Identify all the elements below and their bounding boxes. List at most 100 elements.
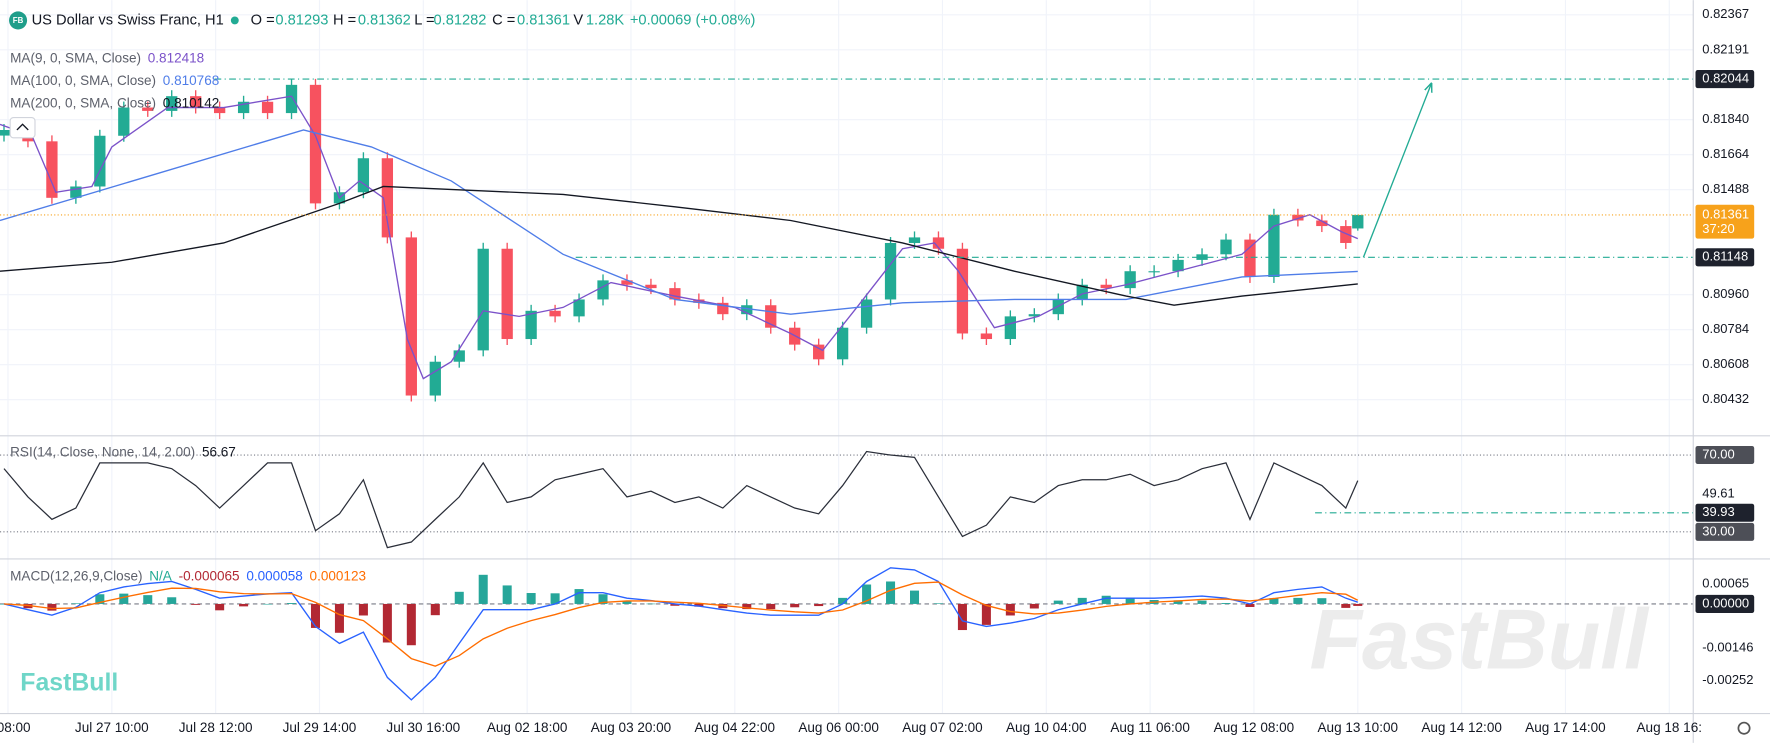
macd-histogram-bar: [622, 601, 632, 604]
rsi-line: [3, 450, 1359, 549]
macd-histogram-bar: [1077, 597, 1087, 604]
level-badge: 0.81148: [1702, 249, 1748, 264]
x-tick-label: Aug 06 00:00: [798, 720, 879, 735]
macd-histogram-bar: [239, 603, 249, 607]
volume-label: V: [573, 12, 583, 28]
macd-histogram-bar: [215, 603, 225, 611]
x-tick-label: Jul 29 14:00: [283, 720, 357, 735]
macd-histogram-bar: [119, 593, 129, 604]
candle-body: [621, 280, 633, 285]
macd-histogram-bar: [694, 603, 704, 607]
symbol-title: US Dollar vs Swiss Franc, H1: [32, 12, 224, 28]
macd-legend-status: N/A: [149, 569, 172, 584]
macd-histogram-bar: [47, 603, 57, 611]
collapse-button[interactable]: [9, 116, 36, 139]
symbol-icon-text: FB: [13, 16, 24, 25]
high-value: 0.81362: [358, 12, 411, 28]
change-value: +0.00069 (+0.08%): [630, 12, 756, 28]
candle-body: [645, 284, 657, 289]
macd-histogram-bar: [287, 603, 297, 604]
x-tick-label: Aug 14 12:00: [1421, 720, 1502, 735]
macd-histogram-bar: [1197, 600, 1207, 604]
macd-histogram-bar: [95, 594, 105, 604]
market-status-dot: [230, 16, 239, 25]
macd-histogram-bar: [334, 603, 344, 633]
level-badge-bg: [1695, 594, 1755, 613]
watermark: FastBull: [1310, 591, 1651, 687]
level-badge: 0.82044: [1702, 71, 1749, 86]
moving-average-line: [0, 185, 1358, 306]
low-value: 0.81282: [433, 12, 486, 28]
candle-body: [357, 158, 370, 193]
macd-histogram-bar: [1221, 603, 1231, 604]
candle-body: [0, 129, 10, 136]
macd-histogram-bar: [766, 603, 776, 610]
x-tick-label: 4 08:00: [0, 720, 31, 735]
y-tick-label: 0.00065: [1702, 576, 1749, 591]
candle-body: [1244, 239, 1256, 277]
candle-body: [932, 237, 945, 249]
level-badge: 39.93: [1702, 504, 1734, 519]
macd-histogram-bar: [1125, 598, 1135, 604]
macd-histogram-bar: [862, 584, 872, 604]
x-tick-label: Aug 02 18:00: [487, 720, 568, 735]
candle-body: [836, 327, 849, 360]
axis: 4 08:00 Jul 27 10:00 Jul 28 12:00 Jul 29 14…: [0, 6, 1755, 735]
macd-histogram-bar: [909, 590, 920, 604]
candle-body: [908, 237, 921, 243]
candle-body: [956, 248, 969, 334]
x-tick-label: Aug 12 08:00: [1214, 720, 1295, 735]
y-tick-label: 0.80784: [1702, 321, 1749, 336]
x-tick-label: Aug 13 10:00: [1318, 720, 1399, 735]
macd-histogram-bar: [1293, 597, 1303, 604]
candle-body: [1220, 239, 1232, 255]
macd-legend-name: MACD(12,26,9,Close): [10, 569, 142, 584]
candle-body: [118, 107, 130, 136]
macd-histogram-bar: [454, 591, 464, 604]
level-badge-bg: [1695, 503, 1755, 522]
x-tick-label: Jul 27 10:00: [75, 720, 149, 735]
y-tick-label: 0.80960: [1702, 286, 1749, 301]
y-tick-label: 0.81840: [1702, 111, 1749, 126]
macd-histogram-bar: [670, 603, 680, 606]
settings-icon[interactable]: [1737, 721, 1751, 735]
macd-histogram-bar: [358, 603, 368, 616]
macd-histogram-bar: [646, 603, 656, 605]
level-badge: 0.00000: [1702, 595, 1749, 610]
rsi-legend-value: 56.67: [202, 444, 236, 459]
y-tick-label: -0.00146: [1702, 640, 1753, 655]
candle-body: [597, 280, 609, 300]
macd-histogram-bar: [957, 603, 967, 631]
candle-body: [213, 107, 226, 114]
moving-average-line: [0, 95, 1359, 380]
candle-body: [1004, 316, 1016, 340]
ma-legend-name: MA(100, 0, SMA, Close): [10, 73, 156, 88]
rsi-band-badge-bg: [1695, 445, 1755, 465]
symbol-icon: [9, 11, 28, 30]
macd-histogram-bar: [1245, 603, 1255, 607]
macd-histogram-bar: [1317, 598, 1327, 604]
x-tick-label: Aug 07 02:00: [902, 720, 983, 735]
legend: FB US Dollar vs Swiss Franc, H1 O = 0.81…: [9, 11, 1751, 735]
candle-body: [1268, 214, 1280, 277]
candle-body: [717, 302, 729, 315]
macd-histogram-bar: [263, 603, 273, 605]
candle-body: [765, 305, 777, 328]
candle-body: [309, 84, 322, 204]
x-tick-label: Jul 30 16:00: [386, 720, 460, 735]
candle-body: [813, 344, 825, 360]
macd-histogram-bar: [790, 603, 800, 608]
signal-line: [3, 581, 1359, 667]
ma-legend-name: MA(200, 0, SMA, Close): [10, 96, 156, 111]
y-tick-label: 0.82191: [1702, 41, 1749, 56]
ma-legend-value: 0.810142: [163, 96, 219, 111]
open-label: O =: [251, 12, 275, 28]
x-tick-label: Aug 03 20:00: [591, 720, 672, 735]
macd-histogram-bar: [933, 603, 943, 604]
level-badge-bg: [1695, 248, 1755, 267]
volume-value: 1.28K: [586, 12, 625, 28]
x-tick-label: Jul 28 12:00: [179, 720, 253, 735]
